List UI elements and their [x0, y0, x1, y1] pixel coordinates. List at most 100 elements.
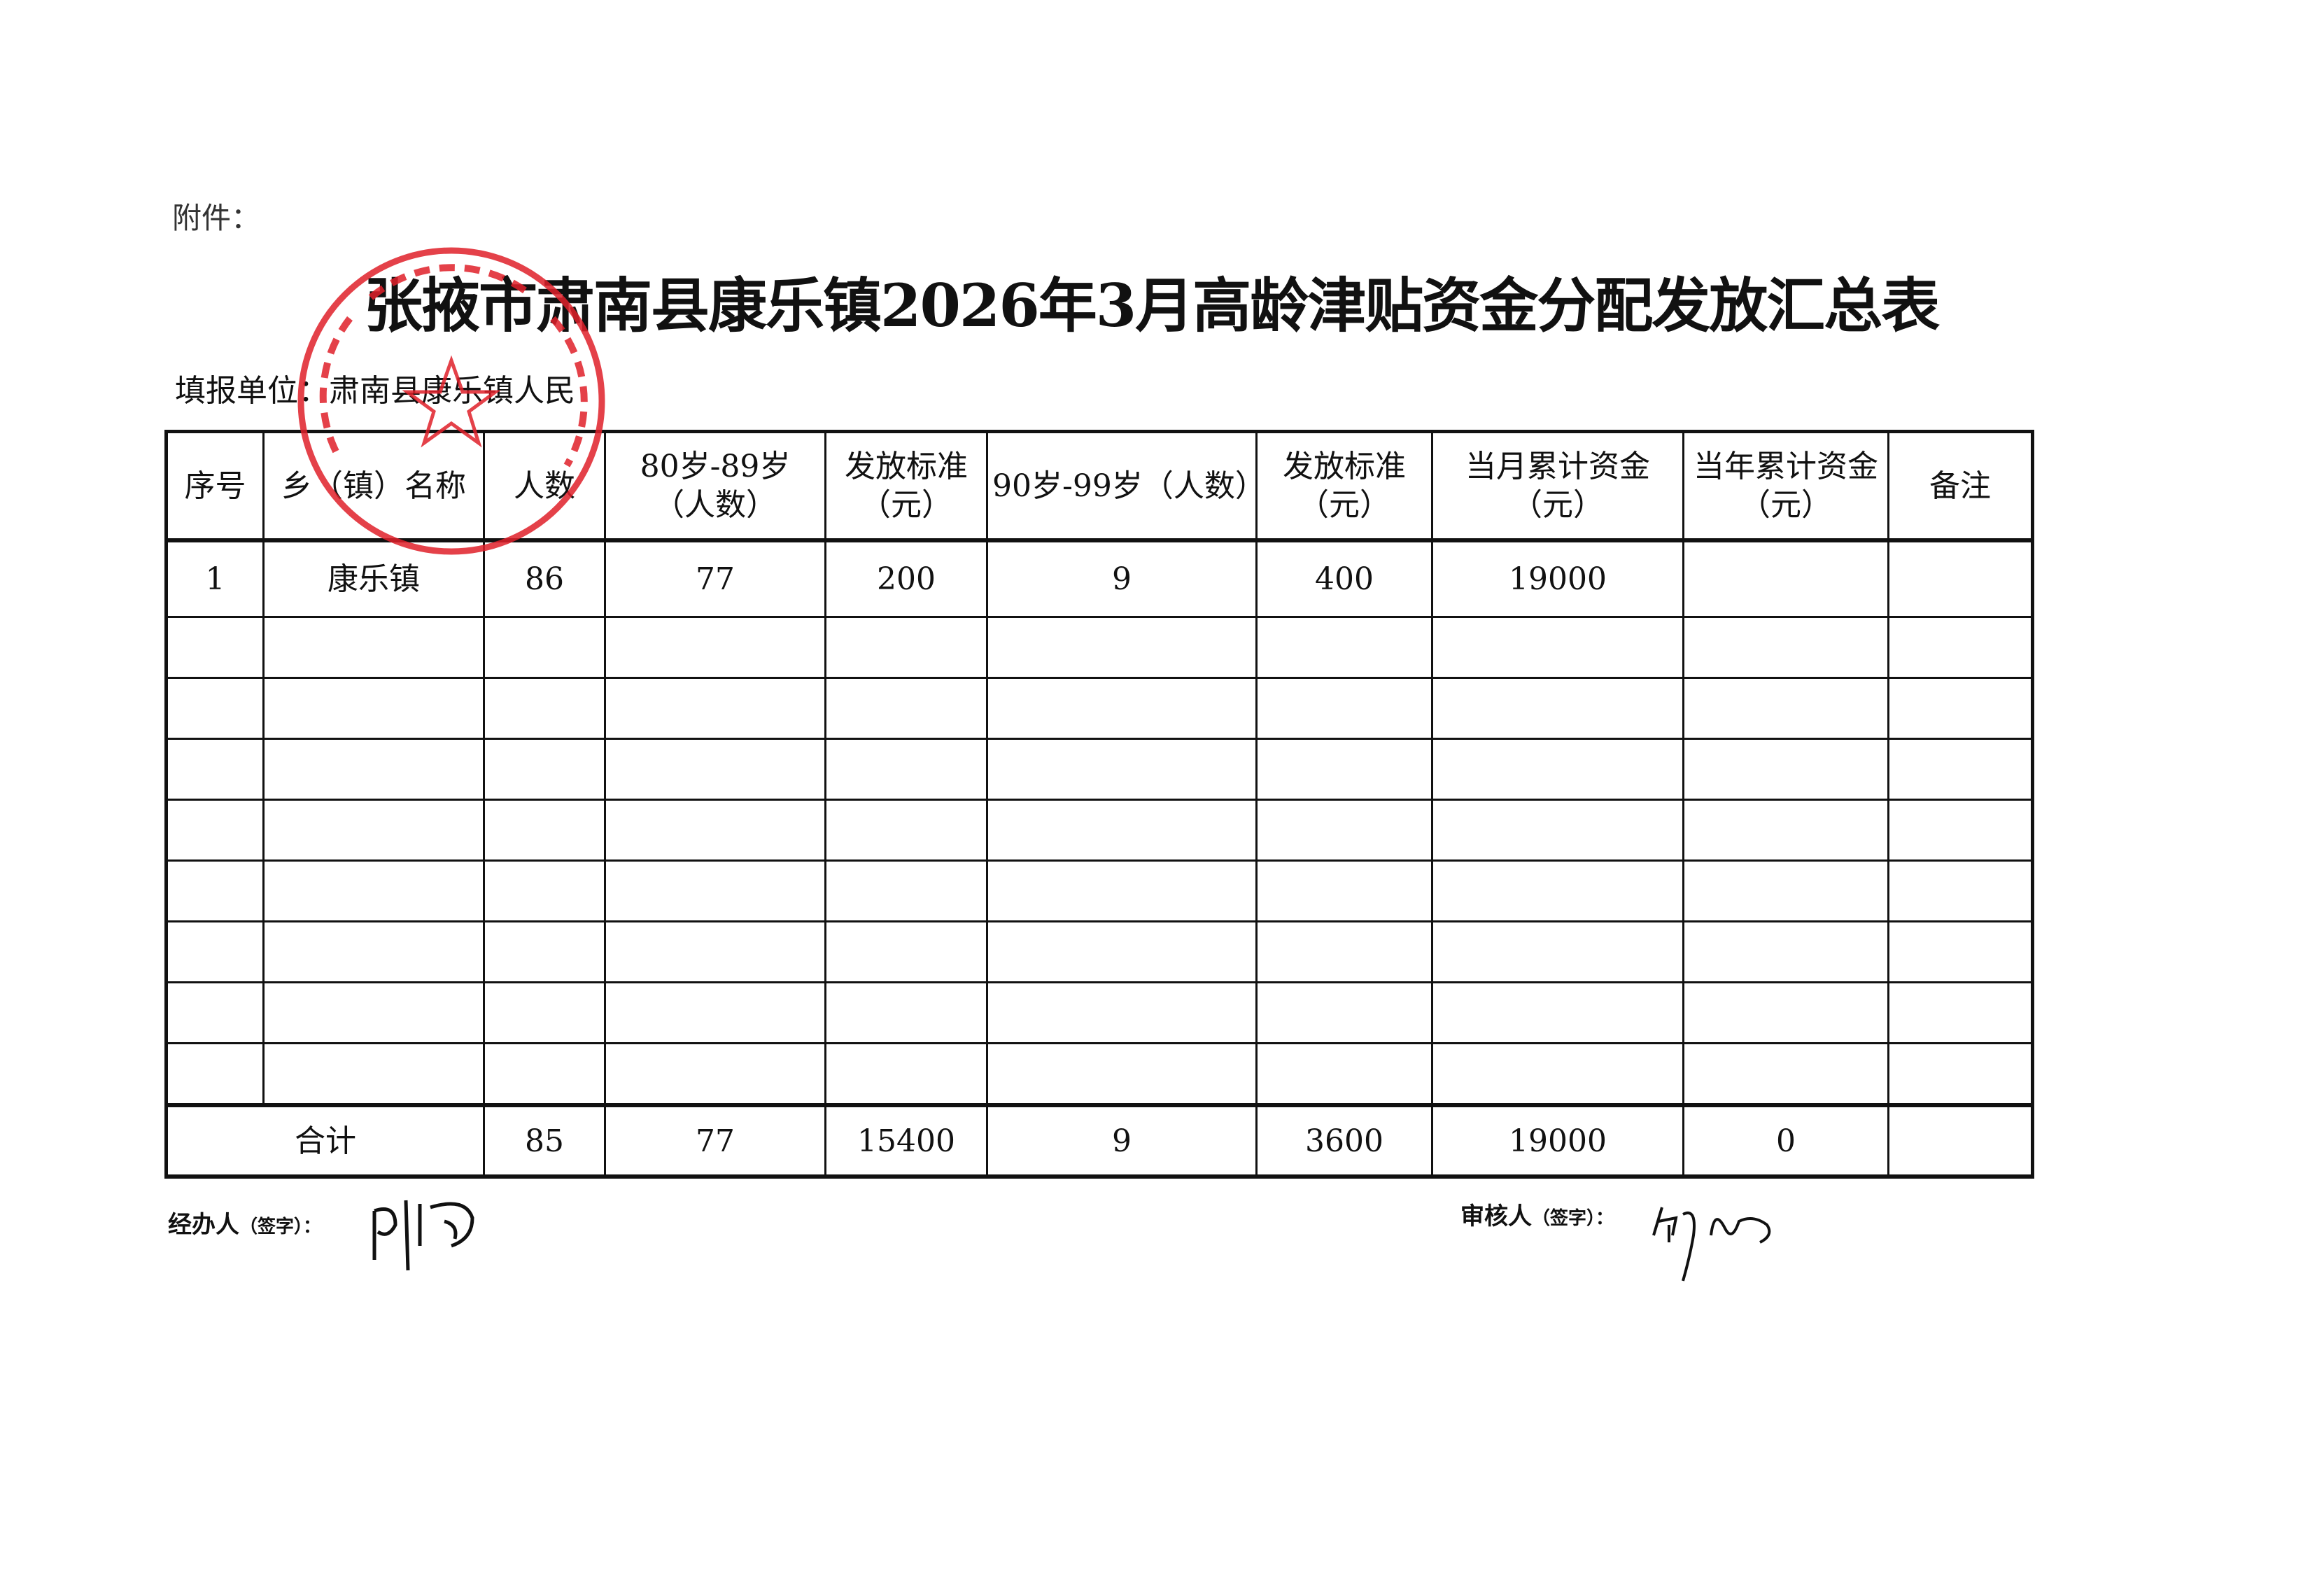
- table-cell: 9: [986, 539, 1258, 618]
- table-cell: 77: [604, 539, 826, 618]
- handler-signature-field: 经办人（签字）：: [168, 1205, 321, 1240]
- table-cell: [1682, 981, 1889, 1044]
- column-header: 备注: [1887, 430, 2034, 542]
- reviewer-sign-note: （签字）：: [1532, 1208, 1614, 1229]
- table-cell: [1431, 677, 1684, 740]
- table-cell: [165, 981, 265, 1044]
- table-cell: [824, 1042, 988, 1107]
- table-cell: [1682, 677, 1889, 740]
- table-cell: [824, 859, 988, 922]
- table-header-row: 序号 乡（镇）名称 人数 80岁-89岁（人数） 发放标准（元） 90岁-99岁（人数）发…: [165, 430, 2034, 542]
- official-seal: [297, 247, 605, 555]
- table-cell: [165, 738, 265, 801]
- table-cell: [262, 859, 485, 922]
- table-cell: [1682, 799, 1889, 862]
- attachment-label: 附件：: [172, 201, 261, 235]
- table-cell: [1887, 738, 2034, 801]
- table-cell: [1255, 677, 1433, 740]
- total-cell: 9: [986, 1104, 1258, 1178]
- table-cell: 19000: [1431, 539, 1684, 618]
- table-row: [165, 981, 2034, 1044]
- table-cell: [604, 738, 826, 801]
- table-cell: [604, 981, 826, 1044]
- table-cell: [986, 981, 1258, 1044]
- table-cell: [1431, 799, 1684, 862]
- reviewer-signature-field: 审核人（签字）：: [1460, 1197, 1614, 1231]
- table-cell: [262, 981, 485, 1044]
- table-cell: [1682, 920, 1889, 983]
- table-cell: [483, 799, 606, 862]
- table-cell: [1431, 616, 1684, 679]
- table-cell: [483, 738, 606, 801]
- table-cell: [165, 859, 265, 922]
- column-header: 90岁-99岁（人数）: [986, 430, 1266, 542]
- column-header: 序号: [165, 430, 265, 542]
- table-cell: [604, 616, 826, 679]
- total-cell: 85: [483, 1104, 606, 1178]
- table-cell: [1887, 920, 2034, 983]
- table-cell: [1431, 920, 1684, 983]
- table-cell: [986, 616, 1258, 679]
- column-header: 发放标准（元）: [824, 430, 988, 542]
- table-cell: [1887, 981, 2034, 1044]
- table-cell: [1255, 616, 1433, 679]
- total-cell: 0: [1682, 1104, 1889, 1178]
- table-cell: [1255, 738, 1433, 801]
- table-cell: [1887, 616, 2034, 679]
- total-cell: 15400: [824, 1104, 988, 1178]
- reviewer-handwritten-signature: [1652, 1207, 1771, 1282]
- table-cell: [824, 677, 988, 740]
- table-row: [165, 1042, 2034, 1107]
- table-cell: [483, 616, 606, 679]
- table-row: [165, 799, 2034, 862]
- table-cell: [986, 799, 1258, 862]
- table-cell: [262, 1042, 485, 1107]
- table-cell: [1255, 920, 1433, 983]
- table-cell: [1887, 859, 2034, 922]
- table-row: [165, 738, 2034, 801]
- table-cell: [1682, 738, 1889, 801]
- table-row: [165, 616, 2034, 679]
- table-cell: [1431, 1042, 1684, 1107]
- table-cell: [262, 738, 485, 801]
- table-cell: [1682, 859, 1889, 922]
- total-cell: 19000: [1431, 1104, 1684, 1178]
- total-cell: [1887, 1104, 2034, 1178]
- table-cell: [604, 1042, 826, 1107]
- total-row: 合计 85 77 15400 9 3600 19000 0: [165, 1104, 2034, 1178]
- table-cell: [824, 981, 988, 1044]
- table-cell: [1682, 1042, 1889, 1107]
- table-cell: [986, 738, 1258, 801]
- table-cell: [1887, 1042, 2034, 1107]
- table-cell: [824, 738, 988, 801]
- table-cell: [1255, 859, 1433, 922]
- table-cell: [604, 799, 826, 862]
- total-label: 合计: [165, 1104, 485, 1178]
- table-cell: [483, 677, 606, 740]
- table-cell: [1255, 1042, 1433, 1107]
- table-cell: 200: [824, 539, 988, 618]
- handler-label: 经办人: [168, 1211, 239, 1239]
- column-header: 乡（镇）名称: [262, 430, 485, 542]
- handler-handwritten-signature: [372, 1200, 474, 1271]
- table-cell: [824, 920, 988, 983]
- table-cell: [262, 799, 485, 862]
- table-cell: [262, 677, 485, 740]
- table-cell: [483, 981, 606, 1044]
- table-cell: [165, 616, 265, 679]
- column-header: 发放标准（元）: [1255, 430, 1433, 542]
- table-cell: [1682, 539, 1889, 618]
- table-cell: [604, 677, 826, 740]
- total-cell: 3600: [1255, 1104, 1433, 1178]
- column-header: 80岁-89岁（人数）: [604, 430, 826, 542]
- table-cell: 86: [483, 539, 606, 618]
- table-cell: [1431, 859, 1684, 922]
- summary-table: 序号 乡（镇）名称 人数 80岁-89岁（人数） 发放标准（元） 90岁-99岁（人数）发…: [164, 430, 2034, 1179]
- table-cell: [986, 1042, 1258, 1107]
- table-row: [165, 920, 2034, 983]
- column-header: 当年累计资金（元）: [1682, 430, 1889, 542]
- table-cell: [824, 799, 988, 862]
- column-header: 当月累计资金（元）: [1431, 430, 1684, 542]
- table-cell: [1255, 981, 1433, 1044]
- table-cell: [165, 920, 265, 983]
